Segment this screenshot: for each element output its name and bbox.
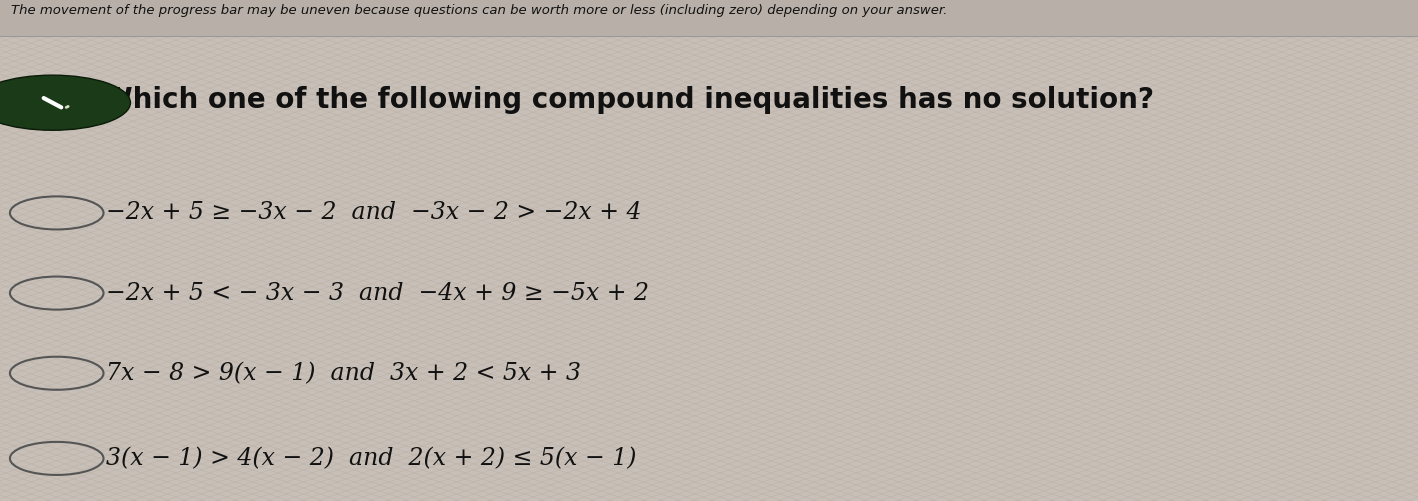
Text: −2x + 5 ≥ −3x − 2  and  −3x − 2 > −2x + 4: −2x + 5 ≥ −3x − 2 and −3x − 2 > −2x + 4 xyxy=(106,201,642,224)
FancyBboxPatch shape xyxy=(0,0,1418,36)
Text: 7x − 8 > 9(x − 1)  and  3x + 2 < 5x + 3: 7x − 8 > 9(x − 1) and 3x + 2 < 5x + 3 xyxy=(106,362,581,385)
Circle shape xyxy=(0,75,130,130)
Text: 3(x − 1) > 4(x − 2)  and  2(x + 2) ≤ 5(x − 1): 3(x − 1) > 4(x − 2) and 2(x + 2) ≤ 5(x −… xyxy=(106,447,637,470)
Text: Which one of the following compound inequalities has no solution?: Which one of the following compound ineq… xyxy=(102,86,1154,114)
Text: The movement of the progress bar may be uneven because questions can be worth mo: The movement of the progress bar may be … xyxy=(11,4,947,17)
Text: −2x + 5 < − 3x − 3  and  −4x + 9 ≥ −5x + 2: −2x + 5 < − 3x − 3 and −4x + 9 ≥ −5x + 2 xyxy=(106,282,649,305)
